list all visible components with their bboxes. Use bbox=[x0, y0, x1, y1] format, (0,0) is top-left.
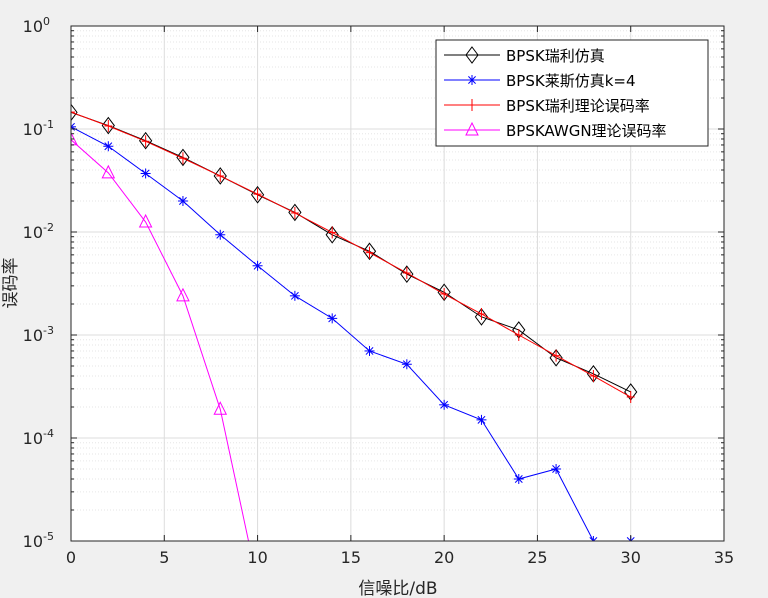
legend-marker bbox=[465, 121, 479, 136]
series-4 bbox=[71, 131, 264, 588]
legend-box bbox=[435, 39, 709, 147]
x-tick-label: 30 bbox=[621, 548, 641, 567]
data-point bbox=[253, 188, 262, 201]
data-point bbox=[439, 399, 450, 410]
data-point bbox=[213, 167, 227, 185]
series-3 bbox=[71, 106, 635, 404]
x-tick-label: 25 bbox=[527, 548, 547, 567]
data-point bbox=[101, 116, 115, 135]
y-tick-label: 10 bbox=[23, 532, 43, 551]
y-tick-label-exponent: -1 bbox=[43, 118, 54, 131]
legend-marker bbox=[465, 46, 479, 64]
data-point bbox=[104, 119, 113, 132]
legend-entry: BPSK瑞利理论误码率 bbox=[444, 97, 650, 115]
legend-entry: BPSKAWGN理论误码率 bbox=[444, 121, 667, 140]
data-point bbox=[176, 148, 190, 167]
x-tick-labels: 0 5 10 15 20 25 30 35 bbox=[66, 548, 734, 567]
data-point bbox=[141, 135, 150, 148]
data-point bbox=[216, 169, 225, 182]
legend-label: BPSK莱斯仿真k=4 bbox=[506, 72, 636, 90]
data-point bbox=[626, 391, 635, 404]
data-point bbox=[588, 536, 599, 541]
y-tick-label: 10 bbox=[23, 120, 43, 139]
data-point bbox=[477, 307, 486, 320]
x-tick-label: 0 bbox=[66, 548, 76, 567]
data-point bbox=[101, 164, 116, 179]
data-point bbox=[177, 195, 188, 206]
y-tick-label-exponent: -4 bbox=[43, 427, 54, 440]
x-tick-label: 20 bbox=[434, 548, 454, 567]
legend-marker bbox=[467, 75, 477, 85]
data-point bbox=[437, 283, 451, 302]
legend: BPSK瑞利仿真 BPSK莱斯仿真k=4 BPSK瑞利理论误码率 BPSKAWGN理论… bbox=[435, 39, 709, 147]
y-tick-label: 10 bbox=[23, 326, 43, 345]
legend-label: BPSK瑞利仿真 bbox=[506, 47, 605, 65]
legend-entry: BPSK莱斯仿真k=4 bbox=[444, 72, 636, 90]
y-tick-label-exponent: -2 bbox=[43, 221, 54, 234]
ticks bbox=[70, 25, 725, 542]
data-point bbox=[289, 290, 300, 301]
x-tick-label: 5 bbox=[159, 548, 169, 567]
data-point bbox=[176, 287, 190, 302]
data-point bbox=[401, 359, 412, 370]
series-layer bbox=[71, 103, 638, 588]
data-point bbox=[327, 313, 338, 324]
data-point bbox=[328, 226, 337, 239]
data-point bbox=[365, 246, 374, 259]
series-line bbox=[71, 139, 250, 541]
series-line bbox=[71, 126, 631, 541]
y-tick-label-exponent: -5 bbox=[43, 530, 54, 543]
x-tick-label: 15 bbox=[341, 548, 361, 567]
data-point bbox=[139, 131, 153, 150]
plot-frame bbox=[70, 25, 725, 542]
legend-label: BPSKAWGN理论误码率 bbox=[506, 122, 667, 140]
y-axis-label: 误码率 bbox=[1, 258, 21, 309]
data-point bbox=[402, 266, 411, 279]
data-point bbox=[514, 329, 523, 341]
data-point bbox=[138, 213, 153, 228]
data-point bbox=[400, 265, 414, 283]
x-axis-label: 信噪比/dB bbox=[358, 579, 437, 598]
y-tick-label-exponent: -3 bbox=[43, 324, 54, 337]
data-point bbox=[288, 203, 302, 222]
data-point bbox=[140, 168, 151, 179]
y-tick-label: 10 bbox=[23, 223, 43, 242]
x-tick-label: 10 bbox=[247, 548, 267, 567]
data-point bbox=[551, 464, 562, 475]
data-point bbox=[71, 103, 78, 122]
data-point bbox=[252, 260, 263, 271]
legend-label: BPSK瑞利理论误码率 bbox=[506, 97, 650, 115]
data-point bbox=[213, 401, 228, 415]
legend-marker bbox=[468, 99, 476, 111]
data-point bbox=[178, 152, 187, 165]
data-point bbox=[103, 141, 114, 152]
data-point bbox=[215, 229, 226, 240]
data-point bbox=[513, 473, 524, 484]
y-tick-label: 10 bbox=[23, 429, 43, 448]
data-point bbox=[290, 206, 299, 219]
series-line bbox=[71, 111, 631, 398]
data-point bbox=[71, 106, 75, 119]
data-point bbox=[589, 369, 598, 382]
y-tick-label: 10 bbox=[23, 17, 43, 36]
data-point bbox=[440, 288, 449, 301]
y-tick-label-exponent: 0 bbox=[43, 15, 50, 28]
data-point bbox=[364, 345, 375, 356]
series-2 bbox=[71, 121, 636, 541]
data-point bbox=[362, 242, 377, 261]
data-point bbox=[552, 349, 561, 362]
legend-entry: BPSK瑞利仿真 bbox=[444, 46, 605, 65]
data-point bbox=[252, 576, 264, 588]
data-point bbox=[476, 414, 487, 425]
x-tick-label: 35 bbox=[714, 548, 734, 567]
